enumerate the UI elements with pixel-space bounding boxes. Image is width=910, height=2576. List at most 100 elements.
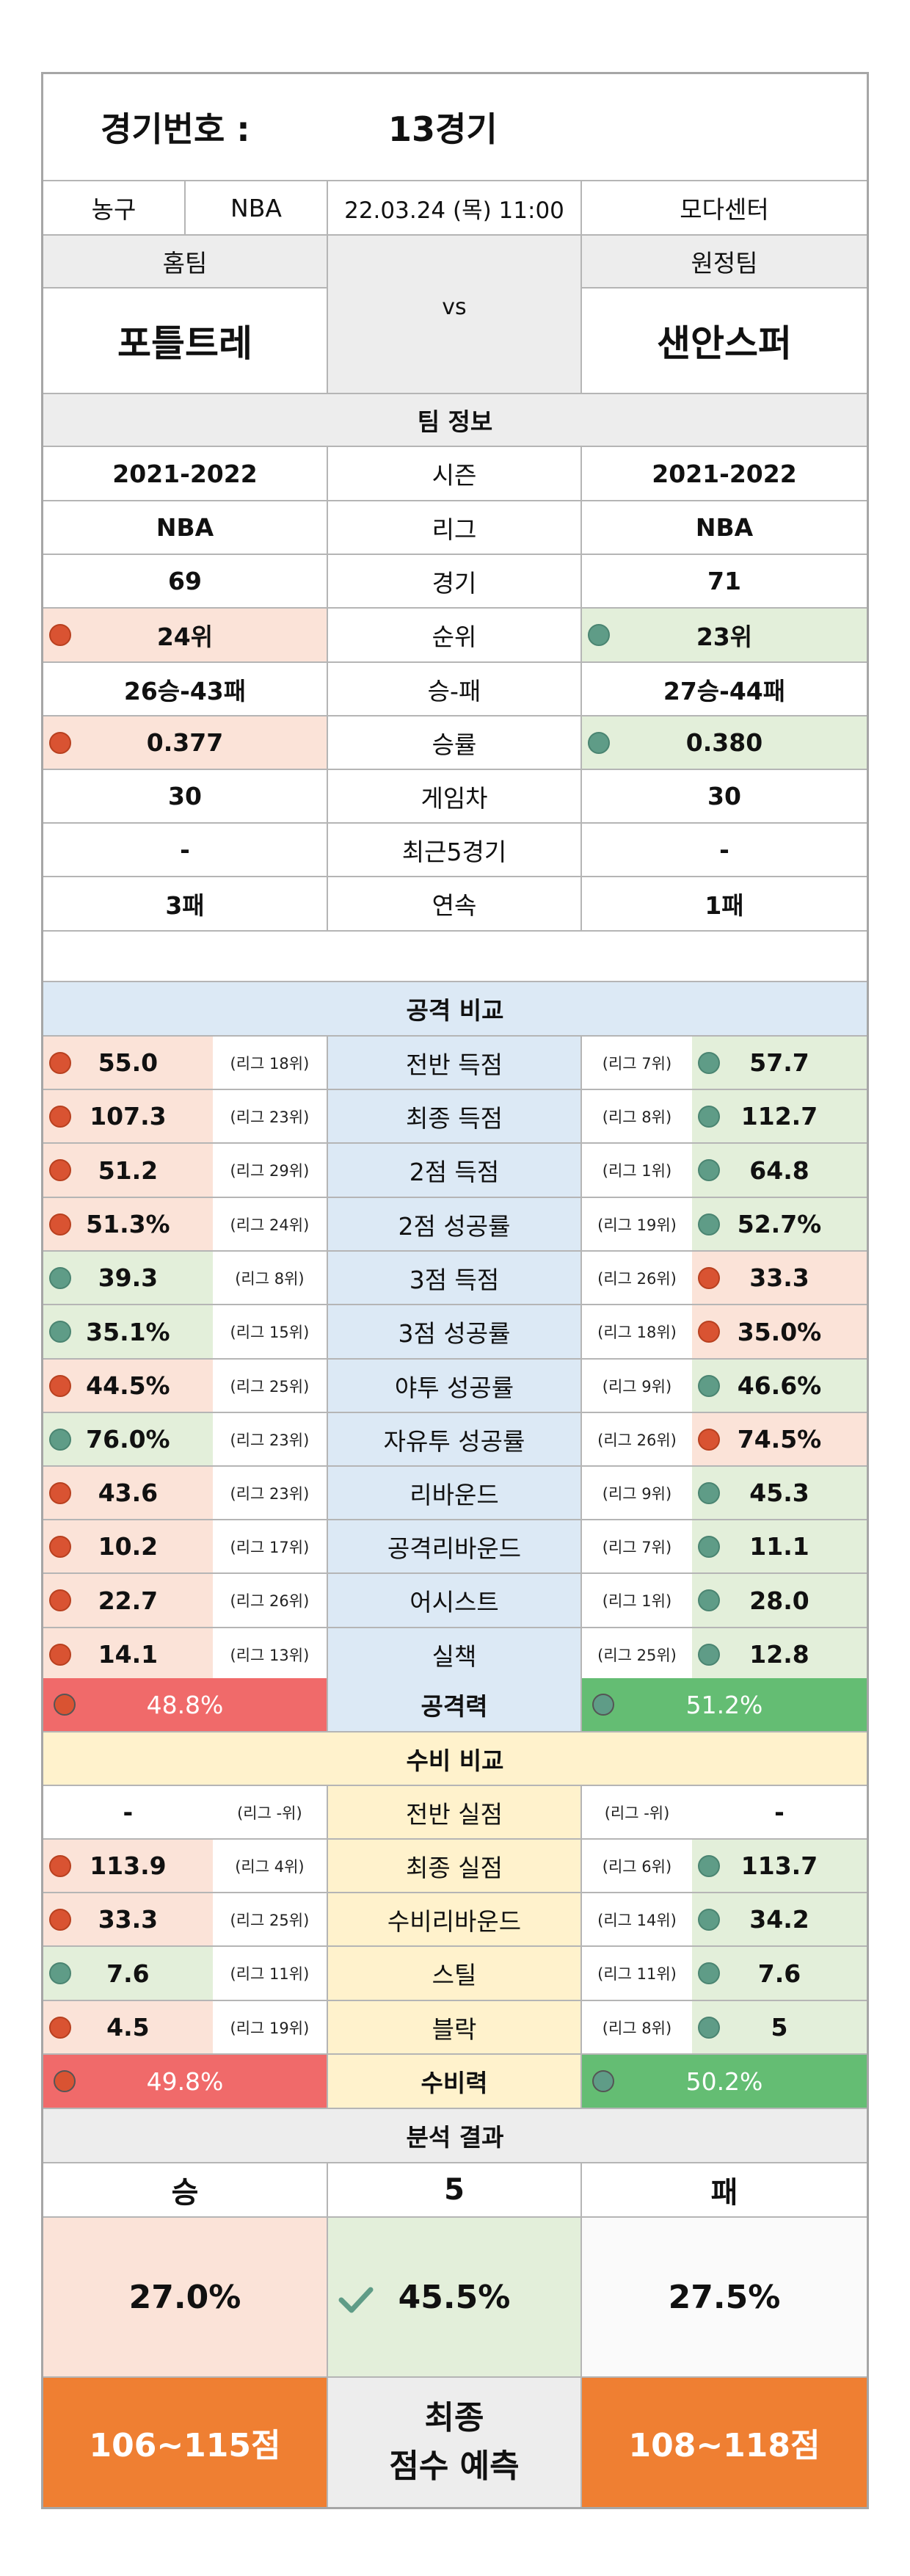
team-info-label: 승률 bbox=[328, 716, 582, 769]
defense-row: 4.5 (리그 19위) 블락 (리그 8위) 5 bbox=[43, 2001, 867, 2055]
away-offense-power: 51.2% bbox=[582, 1678, 867, 1731]
away-indicator-icon bbox=[698, 1908, 720, 1931]
home-league-rank: (리그 24위) bbox=[212, 1198, 327, 1250]
away-offense-value: 45.3 bbox=[692, 1467, 867, 1519]
team-info-row: 26승-43패 승-패 27승-44패 bbox=[43, 663, 867, 716]
away-league-rank: (리그 7위) bbox=[582, 1520, 692, 1572]
away-indicator-icon bbox=[698, 1159, 720, 1181]
home-offense-value: 22.7 bbox=[43, 1574, 213, 1627]
home-league-rank: (리그 4위) bbox=[212, 1840, 327, 1892]
away-offense-value: 112.7 bbox=[692, 1090, 867, 1142]
away-team-info-value: 1패 bbox=[582, 877, 867, 930]
offense-row: 22.7 (리그 26위) 어시스트 (리그 1위) 28.0 bbox=[43, 1574, 867, 1628]
offense-row: 107.3 (리그 23위) 최종 득점 (리그 8위) 112.7 bbox=[43, 1090, 867, 1144]
away-offense-value: 57.7 bbox=[692, 1037, 867, 1089]
home-team-info-value: 0.377 bbox=[43, 716, 328, 769]
home-offense-cell: 22.7 (리그 26위) bbox=[43, 1574, 328, 1627]
away-team-info-value: 71 bbox=[582, 555, 867, 607]
offense-row: 44.5% (리그 25위) 야투 성공률 (리그 9위) 46.6% bbox=[43, 1360, 867, 1413]
home-defense-cell: 4.5 (리그 19위) bbox=[43, 2001, 328, 2053]
team-info-label: 순위 bbox=[328, 609, 582, 661]
home-offense-cell: 44.5% (리그 25위) bbox=[43, 1360, 328, 1412]
home-offense-value: 107.3 bbox=[43, 1090, 213, 1142]
team-info-row: NBA 리그 NBA bbox=[43, 501, 867, 555]
home-league-rank: (리그 13위) bbox=[212, 1628, 327, 1680]
result-outcome-row: 승 5 패 bbox=[43, 2163, 867, 2218]
home-indicator-icon bbox=[49, 1374, 71, 1397]
away-defense-power-indicator-icon bbox=[592, 2070, 614, 2092]
away-offense-cell: (리그 7위) 11.1 bbox=[582, 1520, 867, 1572]
away-offense-power-indicator-icon bbox=[592, 1694, 614, 1716]
check-icon bbox=[338, 2287, 374, 2313]
offense-label: 공격리바운드 bbox=[328, 1520, 582, 1572]
home-league-rank: (리그 23위) bbox=[212, 1413, 327, 1465]
away-offense-value: 11.1 bbox=[692, 1520, 867, 1572]
away-defense-cell: (리그 8위) 5 bbox=[582, 2001, 867, 2053]
offense-label: 전반 득점 bbox=[328, 1037, 582, 1089]
home-offense-cell: 51.2 (리그 29위) bbox=[43, 1144, 328, 1197]
home-indicator-icon bbox=[49, 1481, 71, 1504]
away-offense-cell: (리그 19위) 52.7% bbox=[582, 1198, 867, 1250]
home-defense-cell: 7.6 (리그 11위) bbox=[43, 1947, 328, 2000]
home-offense-value: 35.1% bbox=[43, 1305, 213, 1358]
away-league-rank: (리그 9위) bbox=[582, 1467, 692, 1519]
offense-label: 어시스트 bbox=[328, 1574, 582, 1627]
away-offense-cell: (리그 25위) 12.8 bbox=[582, 1628, 867, 1680]
offense-row: 55.0 (리그 18위) 전반 득점 (리그 7위) 57.7 bbox=[43, 1037, 867, 1090]
home-indicator-icon bbox=[49, 1535, 71, 1558]
home-league-rank: (리그 17위) bbox=[212, 1520, 327, 1572]
result-probability-row: 27.0% 45.5% 27.5% bbox=[43, 2218, 867, 2378]
away-defense-power-value: 50.2% bbox=[685, 2067, 763, 2096]
offense-label: 실책 bbox=[328, 1628, 582, 1680]
result-title: 분석 결과 bbox=[43, 2109, 867, 2162]
win-probability: 27.0% bbox=[43, 2218, 328, 2376]
away-defense-value: 7.6 bbox=[692, 1947, 867, 2000]
home-offense-cell: 14.1 (리그 13위) bbox=[43, 1628, 328, 1680]
home-team-info-value: NBA bbox=[43, 501, 328, 554]
home-defense-value: 7.6 bbox=[43, 1947, 213, 2000]
teams-row: 홈팀 포틀트레 vs 원정팀 샌안스퍼 bbox=[43, 236, 867, 394]
team-info-row: 24위 순위 23위 bbox=[43, 609, 867, 663]
defense-label: 전반 실점 bbox=[328, 1786, 582, 1838]
away-indicator-icon bbox=[698, 1428, 720, 1451]
team-info-title: 팀 정보 bbox=[43, 394, 867, 446]
home-team-info-value: 30 bbox=[43, 770, 328, 822]
away-defense-value: 5 bbox=[692, 2001, 867, 2053]
team-info-row: 30 게임차 30 bbox=[43, 770, 867, 824]
defense-label: 스틸 bbox=[328, 1947, 582, 2000]
offense-label: 3점 득점 bbox=[328, 1252, 582, 1304]
offense-row: 43.6 (리그 23위) 리바운드 (리그 9위) 45.3 bbox=[43, 1467, 867, 1520]
home-defense-power-indicator-icon bbox=[54, 2070, 76, 2092]
team-info-row: 3패 연속 1패 bbox=[43, 877, 867, 932]
draw-label: 5 bbox=[328, 2163, 582, 2216]
home-league-rank: (리그 25위) bbox=[212, 1360, 327, 1412]
team-info-label: 리그 bbox=[328, 501, 582, 554]
defense-power-label: 수비력 bbox=[328, 2055, 582, 2108]
offense-row: 35.1% (리그 15위) 3점 성공률 (리그 18위) 35.0% bbox=[43, 1305, 867, 1360]
away-offense-cell: (리그 9위) 46.6% bbox=[582, 1360, 867, 1412]
team-info-row: - 최근5경기 - bbox=[43, 824, 867, 877]
defense-title-row: 수비 비교 bbox=[43, 1733, 867, 1786]
away-indicator-icon bbox=[588, 731, 610, 754]
home-team-label: 홈팀 bbox=[43, 236, 327, 289]
away-indicator-icon bbox=[698, 1535, 720, 1558]
match-info-row: 농구 NBA 22.03.24 (목) 11:00 모다센터 bbox=[43, 181, 867, 236]
offense-label: 최종 득점 bbox=[328, 1090, 582, 1142]
venue-cell: 모다센터 bbox=[582, 181, 867, 234]
game-number-label: 경기번호 : bbox=[101, 109, 250, 149]
home-offense-value: 51.2 bbox=[43, 1144, 213, 1197]
away-offense-value: 74.5% bbox=[692, 1413, 867, 1465]
score-prediction-line1: 최종 bbox=[424, 2399, 484, 2437]
away-offense-value: 33.3 bbox=[692, 1252, 867, 1304]
away-offense-cell: (리그 1위) 64.8 bbox=[582, 1144, 867, 1197]
home-offense-value: 44.5% bbox=[43, 1360, 213, 1412]
home-offense-cell: 76.0% (리그 23위) bbox=[43, 1413, 328, 1465]
home-offense-value: 39.3 bbox=[43, 1252, 213, 1304]
away-indicator-icon bbox=[698, 1321, 720, 1343]
offense-row: 76.0% (리그 23위) 자유투 성공률 (리그 26위) 74.5% bbox=[43, 1413, 867, 1467]
away-offense-cell: (리그 26위) 74.5% bbox=[582, 1413, 867, 1465]
home-team-info-value: 2021-2022 bbox=[43, 447, 328, 500]
home-league-rank: (리그 -위) bbox=[212, 1786, 327, 1838]
away-league-rank: (리그 26위) bbox=[582, 1252, 692, 1304]
defense-row: 7.6 (리그 11위) 스틸 (리그 11위) 7.6 bbox=[43, 1947, 867, 2001]
